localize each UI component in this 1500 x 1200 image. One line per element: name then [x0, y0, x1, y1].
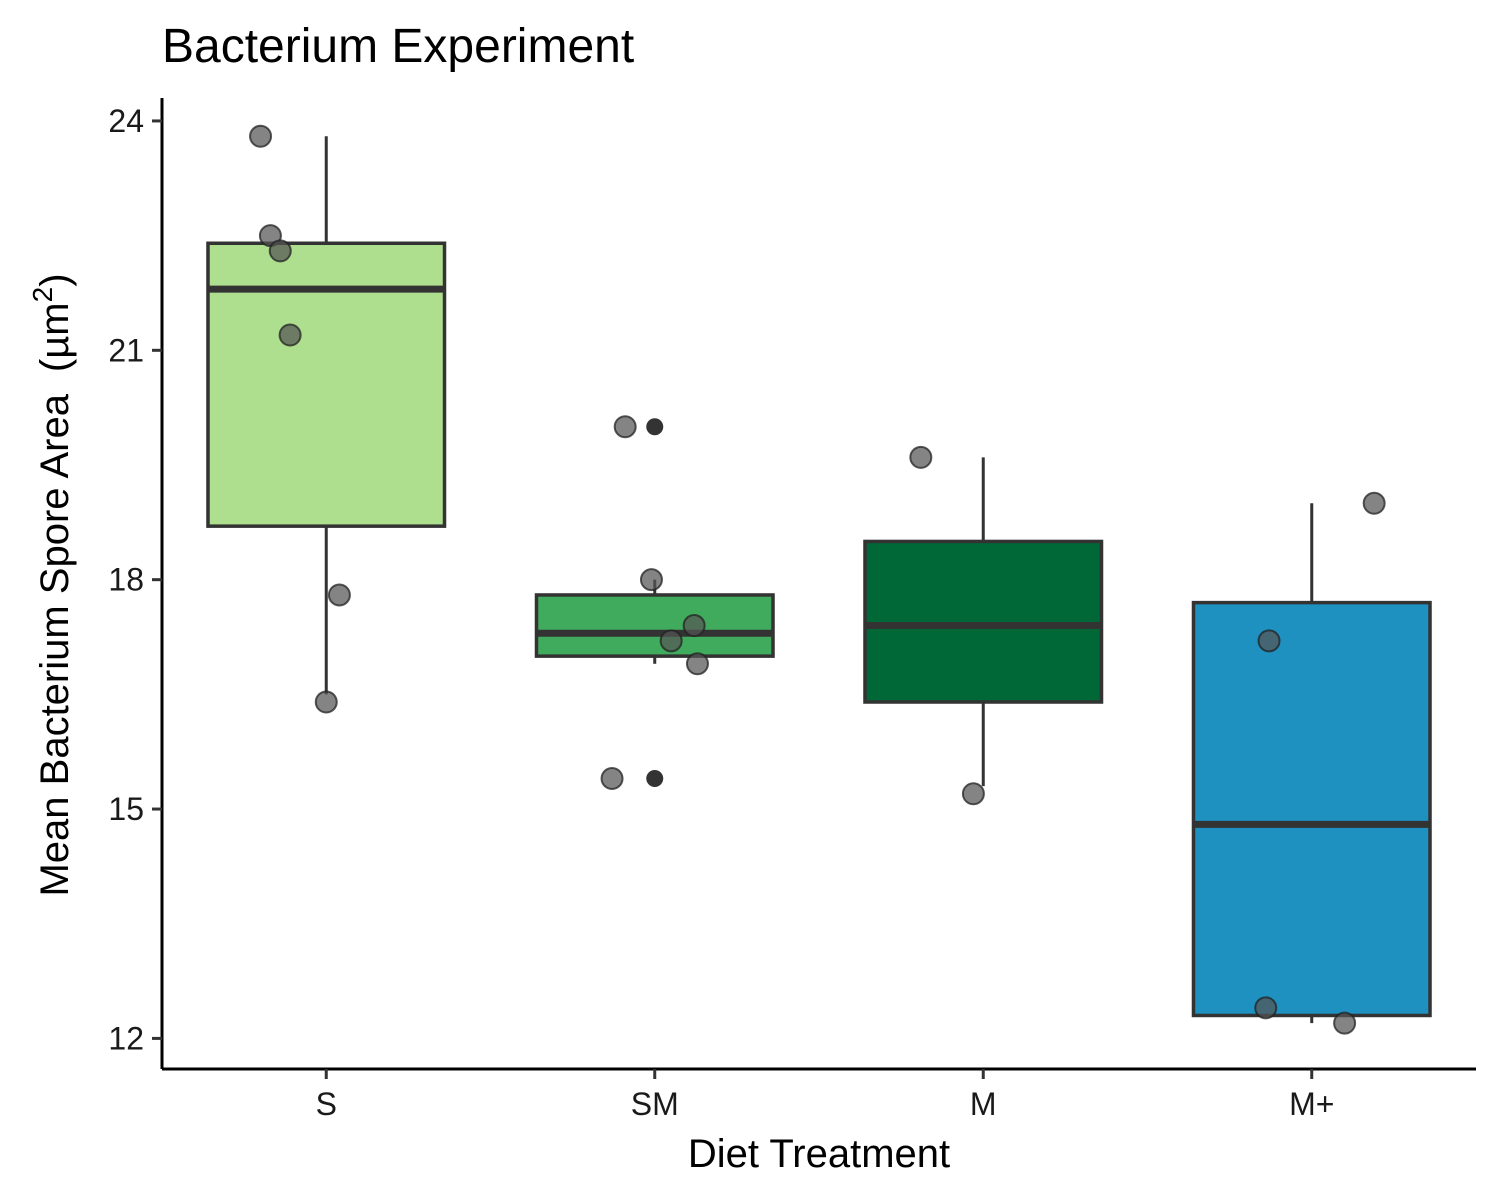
data-point [1257, 629, 1281, 653]
y-axis-unit-superscript: 2 [27, 287, 58, 303]
data-point [909, 445, 933, 469]
box-iqr [534, 593, 775, 658]
x-tick-label: M+ [1289, 1086, 1334, 1122]
y-axis-unit-close: ) [33, 273, 77, 286]
y-axis-unit-base: (µm [33, 302, 77, 372]
data-point [268, 239, 292, 263]
y-axis-ticks: 12 15 18 21 24 [108, 103, 162, 1056]
boxes-layer [206, 136, 1432, 1024]
x-tick-label: SM [631, 1086, 679, 1122]
box-iqr [1191, 600, 1432, 1018]
x-axis-ticks: S SM M M+ [316, 1069, 1334, 1122]
data-point [659, 629, 683, 653]
data-point [278, 323, 302, 347]
x-tick-label: M [970, 1086, 997, 1122]
box-M+ [1191, 503, 1432, 1024]
data-point [961, 782, 985, 806]
outlier-point [646, 769, 664, 787]
data-point [249, 124, 273, 148]
points-layer [249, 124, 1386, 1035]
data-point [682, 614, 706, 638]
data-point [1254, 996, 1278, 1020]
x-axis-title: Diet Treatment [688, 1132, 950, 1176]
x-tick-label: S [316, 1086, 337, 1122]
box-S [206, 136, 447, 695]
box-M [863, 457, 1104, 787]
y-tick-label: 12 [108, 1020, 144, 1056]
box-iqr [863, 539, 1104, 704]
data-point [613, 415, 637, 439]
data-point [600, 766, 624, 790]
y-tick-label: 15 [108, 791, 144, 827]
y-tick-label: 24 [108, 103, 144, 139]
y-tick-label: 21 [108, 332, 144, 368]
y-axis-title: Mean Bacterium Spore Area (µm2) [27, 273, 77, 896]
data-point [1333, 1011, 1357, 1035]
y-tick-label: 18 [108, 562, 144, 598]
y-axis-title-main: Mean Bacterium Spore Area [33, 393, 77, 896]
chart-title: Bacterium Experiment [162, 20, 634, 73]
box-SM [534, 418, 775, 787]
data-point [314, 690, 338, 714]
data-point [327, 583, 351, 607]
data-point [1362, 491, 1386, 515]
data-point [685, 652, 709, 676]
outlier-point [646, 418, 664, 436]
data-point [639, 568, 663, 592]
